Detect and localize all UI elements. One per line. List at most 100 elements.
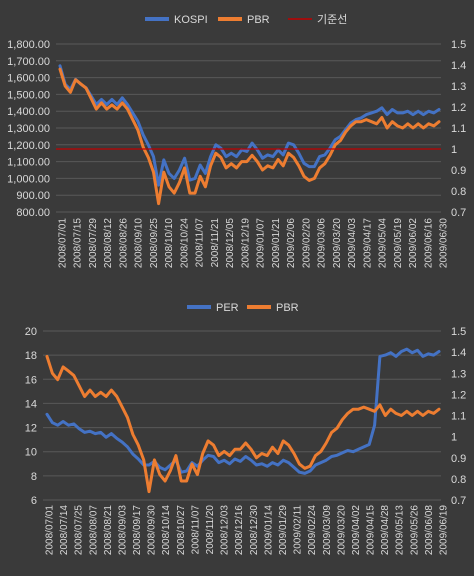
x-tick-label: 2008/08/26 <box>118 218 129 268</box>
chart-kospi-pbr: 1,800.00 1,700.00 1,600.00 1,500.00 1,400.00… <box>7 13 466 268</box>
y-tick-left: 900.00 <box>16 190 50 202</box>
y-tick-left: 20 <box>25 326 37 338</box>
y-tick-right: 1.5 <box>451 326 466 338</box>
x-tick-label: 2008/08/07 <box>88 505 99 555</box>
y-tick-left: 1,300.00 <box>7 123 50 135</box>
y-tick-right: 1.4 <box>451 347 466 359</box>
x-tick-label: 2008/09/17 <box>132 505 143 555</box>
x-tick-label: 2009/02/24 <box>307 505 318 555</box>
y-tick-left: 14 <box>25 398 37 410</box>
y-tick-right: 1.1 <box>451 411 466 423</box>
y-tick-left: 1,200.00 <box>7 140 50 152</box>
y-tick-right: 0.9 <box>451 165 466 177</box>
x-tick-label: 2008/07/15 <box>73 218 84 268</box>
legend-label: 기준선 <box>317 13 347 26</box>
y-tick-left: 6 <box>31 495 37 507</box>
y-tick-left: 1,000.00 <box>7 173 50 185</box>
x-tick-label: 2009/04/15 <box>366 505 377 555</box>
x-tick-label: 2009/03/06 <box>317 218 328 268</box>
x-tick-label: 2008/09/10 <box>134 218 145 268</box>
x-tick-label: 2008/12/19 <box>240 218 251 268</box>
y-tick-left: 1,400.00 <box>7 106 50 118</box>
y-tick-left: 12 <box>25 423 37 435</box>
x-tick-label: 2009/06/19 <box>439 505 450 555</box>
x-tick-label: 2008/11/07 <box>195 218 206 268</box>
x-tick-label: 2009/02/11 <box>293 505 304 555</box>
y-tick-right: 1 <box>451 432 457 444</box>
x-tick-label: 2009/04/02 <box>351 505 362 555</box>
x-tick-label: 2008/11/21 <box>210 218 221 268</box>
x-tick-label: 2009/06/08 <box>424 505 435 555</box>
chart-per-pbr: 201816141210861.51.41.31.21.110.90.80.72… <box>25 302 467 555</box>
x-tick-label: 2008/07/01 <box>45 505 56 555</box>
x-tick-label: 2009/04/28 <box>380 505 391 555</box>
legend-label: PBR <box>247 14 270 26</box>
x-tick-label: 2008/08/21 <box>103 505 114 555</box>
x-tick-label: 2008/11/07 <box>190 505 201 555</box>
x-tick-label: 2009/06/30 <box>439 218 450 268</box>
x-tick-label: 2009/01/14 <box>263 505 274 555</box>
x-tick-label: 2008/10/24 <box>179 218 190 268</box>
x-tick-label: 2008/10/14 <box>161 505 172 555</box>
x-tick-label: 2008/12/16 <box>234 505 245 555</box>
legend-label: KOSPI <box>174 14 208 26</box>
x-tick-label: 2009/02/20 <box>301 218 312 268</box>
x-tick-label: 2008/07/14 <box>59 505 70 555</box>
x-tick-label: 2008/09/30 <box>147 505 158 555</box>
y-tick-left: 1,500.00 <box>7 89 50 101</box>
y-tick-right: 0.7 <box>451 495 466 507</box>
x-tick-label: 2009/06/16 <box>423 218 434 268</box>
x-tick-label: 2009/04/03 <box>347 218 358 268</box>
x-tick-label: 2009/03/20 <box>332 218 343 268</box>
x-tick-label: 2008/08/12 <box>103 218 114 268</box>
x-tick-label: 2008/07/01 <box>58 218 69 268</box>
x-tick-label: 2009/03/20 <box>336 505 347 555</box>
x-tick-label: 2008/11/20 <box>205 505 216 555</box>
y-tick-right: 1.5 <box>451 39 466 51</box>
y-tick-right: 1.1 <box>451 123 466 135</box>
legend-label: PBR <box>276 302 299 314</box>
x-tick-label: 2009/04/17 <box>362 218 373 268</box>
y-tick-right: 0.8 <box>451 474 466 486</box>
y-tick-left: 10 <box>25 447 37 459</box>
series-line-pbr <box>45 354 441 494</box>
x-tick-label: 2008/09/25 <box>149 218 160 268</box>
x-tick-label: 2009/01/29 <box>278 505 289 555</box>
y-tick-right: 1 <box>451 144 457 156</box>
x-tick-label: 2008/12/30 <box>249 505 260 555</box>
x-tick-label: 2008/07/25 <box>74 505 85 555</box>
x-tick-label: 2009/01/07 <box>256 218 267 268</box>
x-tick-label: 2009/05/26 <box>409 505 420 555</box>
y-tick-right: 0.8 <box>451 186 466 198</box>
y-tick-right: 1.2 <box>451 389 466 401</box>
y-tick-left: 1,600.00 <box>7 73 50 85</box>
x-tick-label: 2009/02/06 <box>286 218 297 268</box>
x-tick-label: 2008/09/03 <box>117 505 128 555</box>
y-tick-left: 18 <box>25 350 37 362</box>
x-tick-label: 2009/06/02 <box>408 218 419 268</box>
y-tick-left: 16 <box>25 374 37 386</box>
y-tick-left: 800.00 <box>16 207 50 219</box>
series-line-kospi <box>58 64 441 187</box>
series-line-pbr <box>58 67 441 206</box>
y-tick-right: 0.9 <box>451 453 466 465</box>
x-tick-label: 2009/03/09 <box>322 505 333 555</box>
x-tick-label: 2008/10/10 <box>164 218 175 268</box>
y-tick-right: 1.2 <box>451 102 466 114</box>
legend-label: PER <box>216 302 239 314</box>
y-tick-left: 1,800.00 <box>7 39 50 51</box>
y-tick-left: 8 <box>31 471 37 483</box>
x-tick-label: 2008/12/05 <box>225 218 236 268</box>
y-tick-right: 1.3 <box>451 81 466 93</box>
x-tick-label: 2008/10/27 <box>176 505 187 555</box>
x-tick-label: 2008/12/03 <box>220 505 231 555</box>
y-tick-right: 0.7 <box>451 207 466 219</box>
y-tick-left: 1,700.00 <box>7 56 50 68</box>
y-tick-left: 1,100.00 <box>7 157 50 169</box>
y-tick-right: 1.4 <box>451 60 466 72</box>
x-tick-label: 2009/05/13 <box>395 505 406 555</box>
series-line-per <box>45 347 441 475</box>
x-tick-label: 2009/01/21 <box>271 218 282 268</box>
x-tick-label: 2009/05/04 <box>378 218 389 268</box>
